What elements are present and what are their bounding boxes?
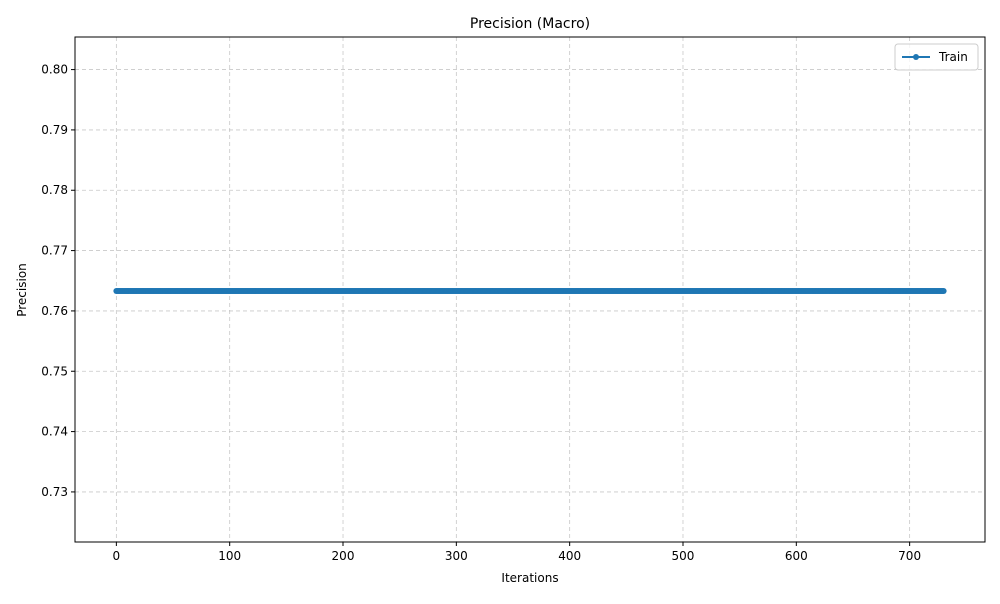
x-tick-label: 700 [898, 549, 921, 563]
y-tick-label: 0.73 [41, 485, 68, 499]
y-tick-label: 0.77 [41, 244, 68, 258]
data-point [940, 288, 947, 295]
x-tick-label: 100 [218, 549, 241, 563]
x-axis-ticks: 0 100 200 300 400 500 600 700 [113, 542, 921, 563]
legend-label-train: Train [938, 50, 968, 64]
y-tick-label: 0.76 [41, 304, 68, 318]
x-tick-label: 200 [332, 549, 355, 563]
y-tick-label: 0.78 [41, 183, 68, 197]
legend: Train [894, 43, 979, 71]
legend-box [894, 43, 979, 71]
x-tick-label: 400 [558, 549, 581, 563]
plot-area-frame [74, 36, 986, 543]
y-tick-label: 0.74 [41, 425, 68, 439]
x-tick-label: 300 [445, 549, 468, 563]
x-tick-label: 500 [672, 549, 695, 563]
y-tick-label: 0.80 [41, 63, 68, 77]
y-axis-label: Precision [15, 263, 29, 317]
x-axis-label: Iterations [501, 571, 558, 585]
y-tick-label: 0.79 [41, 123, 68, 137]
series-layer [113, 288, 947, 295]
legend-marker-train [913, 54, 919, 60]
y-axis-ticks: 0.73 0.74 0.75 0.76 0.77 0.78 0.79 0.80 [41, 63, 75, 499]
chart-title: Precision (Macro) [470, 16, 590, 32]
x-tick-label: 0 [113, 549, 121, 563]
x-tick-label: 600 [785, 549, 808, 563]
y-tick-label: 0.75 [41, 364, 68, 378]
series-markers-train [113, 288, 947, 295]
